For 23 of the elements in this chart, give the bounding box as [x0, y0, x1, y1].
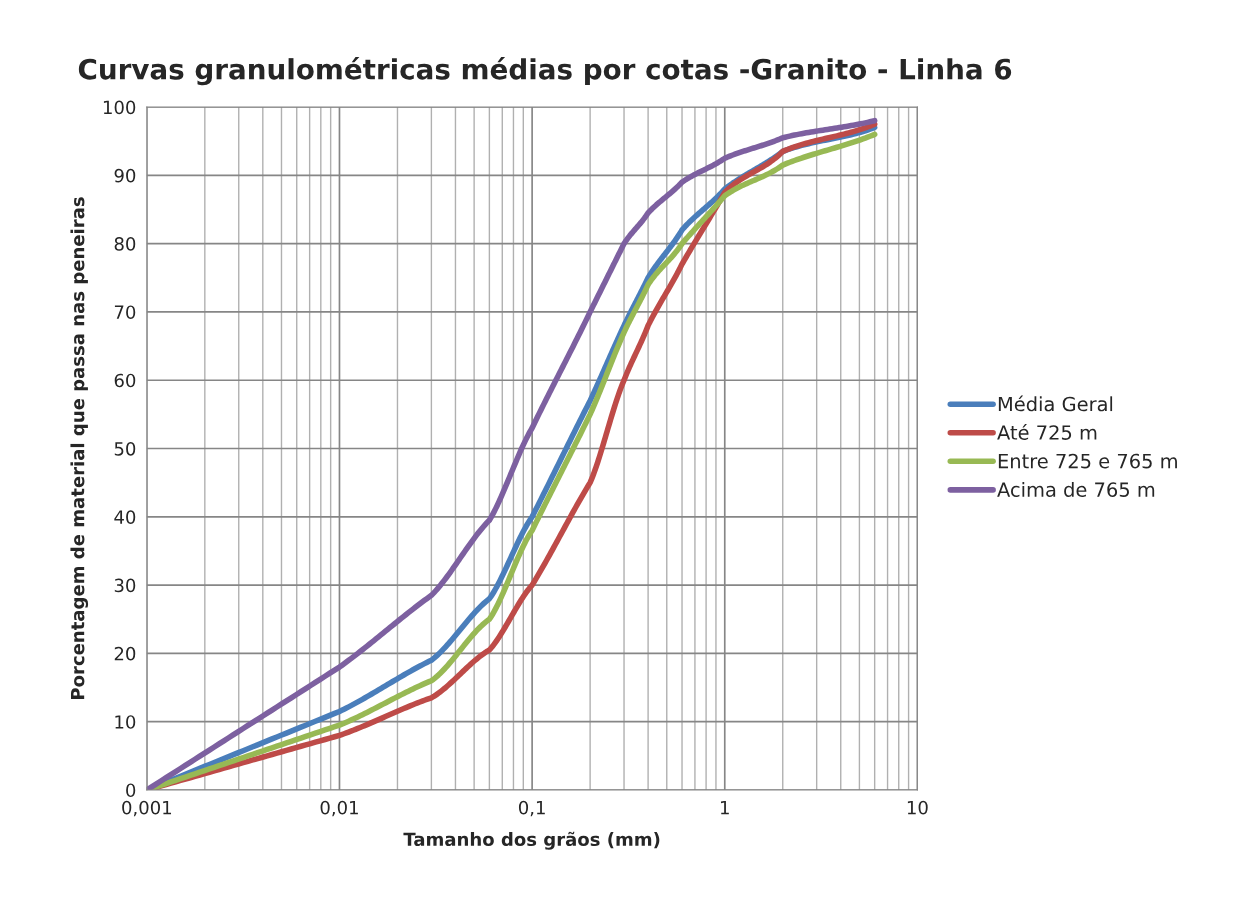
x-tick-label: 1: [721, 800, 729, 815]
y-tick-label: 100: [103, 100, 136, 115]
legend-label: Média Geral: [998, 395, 1113, 412]
y-tick-label: 0: [126, 783, 136, 798]
y-tick-label: 70: [114, 305, 136, 320]
y-tick-label: 80: [114, 237, 136, 251]
y-tick-label: 40: [114, 510, 136, 524]
chart-title: Curvas granulométricas médias por cotas -Granito - Linha 6: [78, 57, 1012, 86]
legend-label: Até 725 m: [997, 424, 1097, 440]
y-tick-label: 90: [114, 168, 136, 183]
x-axis-title: Tamanho dos grãos (mm): [403, 831, 660, 850]
y-tick-label: 30: [114, 578, 136, 593]
y-tick-label: 20: [114, 646, 136, 661]
y-tick-label: 10: [115, 715, 136, 729]
y-tick-label: 60: [114, 373, 136, 388]
legend-label: Acima de 765 m: [997, 481, 1155, 497]
y-axis-title: Porcentagem de material que passa nas peneiras: [70, 197, 89, 699]
x-tick-label: 10: [907, 800, 928, 815]
x-tick-label: 0,01: [320, 800, 358, 817]
x-tick-label: 0,1: [518, 800, 545, 817]
x-tick-label: 0,001: [122, 800, 172, 817]
legend-label: Entre 725 e 765 m: [998, 453, 1177, 469]
y-tick-label: 50: [114, 441, 136, 456]
